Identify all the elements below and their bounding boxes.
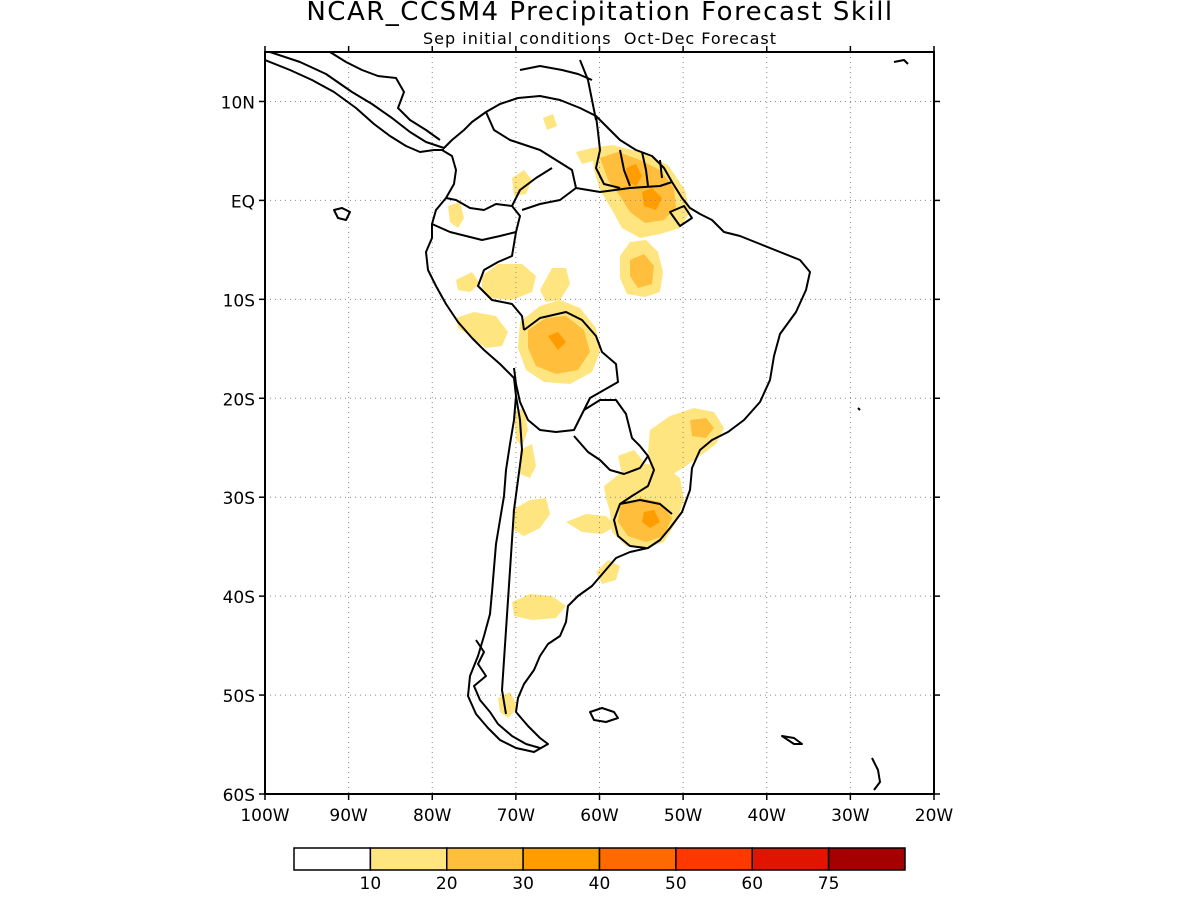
central-america-coastline-north (329, 52, 441, 141)
lat-label: 40S (223, 588, 255, 608)
colorbar-swatch (675, 847, 753, 871)
lon-label: 80W (413, 806, 452, 826)
coastlines (265, 52, 909, 791)
galapagos-islands (333, 207, 351, 221)
skill-area-uruguay-peak (642, 510, 660, 528)
antilles (579, 59, 597, 121)
islands-ne (893, 59, 909, 65)
skill-area-andes-north (520, 444, 536, 478)
graticule (265, 52, 934, 794)
skill-area-cuyo (512, 498, 550, 536)
colorbar: 10 20 30 40 50 60 75 (293, 847, 906, 894)
skill-area-peru-coast (456, 272, 480, 292)
skill-area-se-brazil-core (690, 418, 714, 438)
skill-area-central-amazon-core (630, 254, 654, 288)
border-colombia-ecuador-peru (431, 197, 521, 241)
skill-area-patagonia (512, 594, 566, 620)
sandwich-islands (871, 757, 881, 791)
colorbar-label: 60 (741, 874, 763, 894)
skill-area-caribbean-coast (543, 114, 557, 130)
colorbar-swatch (446, 847, 524, 871)
marajo-island (669, 205, 693, 227)
lon-label: 70W (497, 806, 536, 826)
south-america-coastline (269, 52, 811, 753)
lon-label: 40W (748, 806, 787, 826)
lon-label: 90W (329, 806, 368, 826)
lon-label: 60W (580, 806, 619, 826)
lon-label: 50W (664, 806, 703, 826)
lat-label: 10S (223, 291, 255, 311)
colorbar-label: 50 (665, 874, 687, 894)
lon-label: 20W (915, 806, 954, 826)
skill-shading (448, 114, 724, 718)
colorbar-swatch (293, 847, 372, 871)
border-colombia-venezuela (485, 111, 577, 211)
colorbar-swatch (522, 847, 601, 871)
lon-label: 100W (240, 806, 289, 826)
skill-area-colombia (512, 170, 532, 196)
border-brazil-peru-north (511, 167, 553, 207)
colorbar-swatch (369, 847, 448, 871)
colorbar-swatch (751, 847, 830, 871)
skill-area-ecuador (448, 202, 464, 228)
colorbar-label: 20 (436, 874, 458, 894)
skill-area-bolivia-peak (548, 332, 566, 350)
skill-area-peru-south (456, 312, 508, 348)
lat-label: 50S (223, 687, 255, 707)
border-guianas (619, 149, 663, 187)
colorbar-swatch (827, 847, 906, 871)
colorbar-label: 30 (512, 874, 534, 894)
lat-label: 20S (223, 390, 255, 410)
colorbar-label: 40 (589, 874, 611, 894)
border-brazil-north (575, 181, 673, 193)
south-georgia (781, 735, 803, 745)
central-america-coastline (265, 59, 444, 153)
falkland-islands (589, 707, 619, 723)
border-peru-brazil (477, 231, 525, 331)
skill-area-tierra-del-fuego (498, 692, 518, 718)
lon-label: 30W (831, 806, 870, 826)
skill-area-buenos-aires (596, 560, 620, 584)
border-venezuela-guyana (595, 115, 621, 189)
lat-label: EQ (231, 192, 255, 212)
skill-area-guianas-peak (626, 164, 642, 186)
hispaniola (519, 65, 593, 81)
lat-label: 30S (223, 489, 255, 509)
skill-area-guianas-peak2 (642, 188, 662, 210)
chart-subtitle: Sep initial conditions Oct-Dec Forecast (423, 29, 777, 48)
lat-label: 60S (223, 786, 255, 806)
border-argentina-brazil-uruguay (613, 455, 673, 549)
chile-fjords (473, 639, 541, 749)
border-bolivia (513, 311, 619, 433)
colorbar-swatch (598, 847, 677, 871)
border-chile-argentina (501, 395, 523, 715)
skill-area-amazon-south (540, 268, 570, 302)
chart-title: NCAR_CCSM4 Precipitation Forecast Skill (306, 0, 894, 27)
lat-label: 10N (221, 93, 255, 113)
colorbar-label: 10 (360, 874, 382, 894)
skill-area-western-amazon (482, 264, 536, 300)
trindade (857, 407, 861, 411)
skill-area-venezuela (576, 148, 596, 164)
skill-area-pampas (566, 514, 616, 534)
colorbar-label: 75 (818, 874, 840, 894)
